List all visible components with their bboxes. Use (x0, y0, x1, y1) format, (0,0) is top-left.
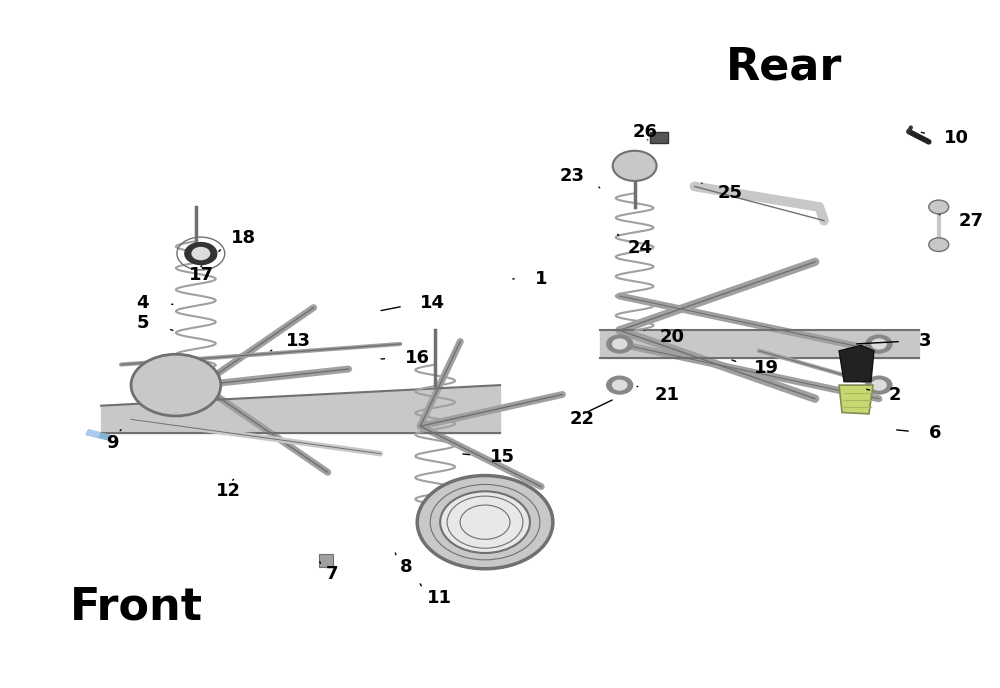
Circle shape (613, 339, 627, 349)
Text: 13: 13 (286, 332, 311, 350)
Polygon shape (839, 385, 873, 414)
Circle shape (192, 248, 210, 259)
Bar (86, 430, 112, 440)
Text: 7: 7 (325, 565, 338, 583)
Text: 3: 3 (919, 332, 931, 350)
Text: 15: 15 (490, 448, 515, 466)
Polygon shape (839, 345, 874, 382)
Text: Front: Front (70, 585, 203, 628)
Bar (86, 430, 100, 438)
Bar (650, 132, 668, 143)
Circle shape (866, 376, 892, 394)
Text: 10: 10 (944, 129, 969, 147)
Text: 14: 14 (420, 294, 445, 312)
Text: 19: 19 (754, 359, 779, 377)
Circle shape (929, 238, 949, 252)
Circle shape (440, 491, 530, 553)
Text: 4: 4 (136, 294, 149, 312)
Circle shape (866, 335, 892, 353)
Circle shape (607, 335, 633, 353)
Circle shape (872, 339, 886, 349)
Text: 26: 26 (633, 122, 658, 140)
Circle shape (613, 151, 657, 181)
Text: 1: 1 (535, 270, 547, 288)
Text: 5: 5 (136, 314, 149, 332)
Text: 11: 11 (427, 588, 452, 607)
Circle shape (417, 475, 553, 569)
Text: 6: 6 (929, 424, 941, 442)
Text: 27: 27 (959, 212, 984, 230)
Text: 17: 17 (189, 266, 214, 284)
Text: 24: 24 (628, 239, 653, 257)
Text: 9: 9 (106, 434, 119, 452)
Circle shape (613, 380, 627, 390)
Bar (319, 555, 333, 567)
Text: 23: 23 (560, 167, 585, 185)
Text: 25: 25 (717, 184, 742, 202)
Text: 8: 8 (400, 558, 413, 576)
Text: 21: 21 (655, 387, 680, 405)
Text: Rear: Rear (726, 46, 842, 89)
Circle shape (185, 243, 217, 264)
Text: 16: 16 (405, 349, 430, 367)
Circle shape (607, 376, 633, 394)
Circle shape (872, 380, 886, 390)
Text: 12: 12 (216, 482, 241, 500)
Circle shape (929, 200, 949, 214)
Circle shape (131, 354, 221, 416)
Text: 2: 2 (889, 387, 901, 405)
Text: 20: 20 (660, 328, 685, 346)
Text: 22: 22 (570, 410, 595, 429)
Text: 18: 18 (231, 229, 256, 247)
